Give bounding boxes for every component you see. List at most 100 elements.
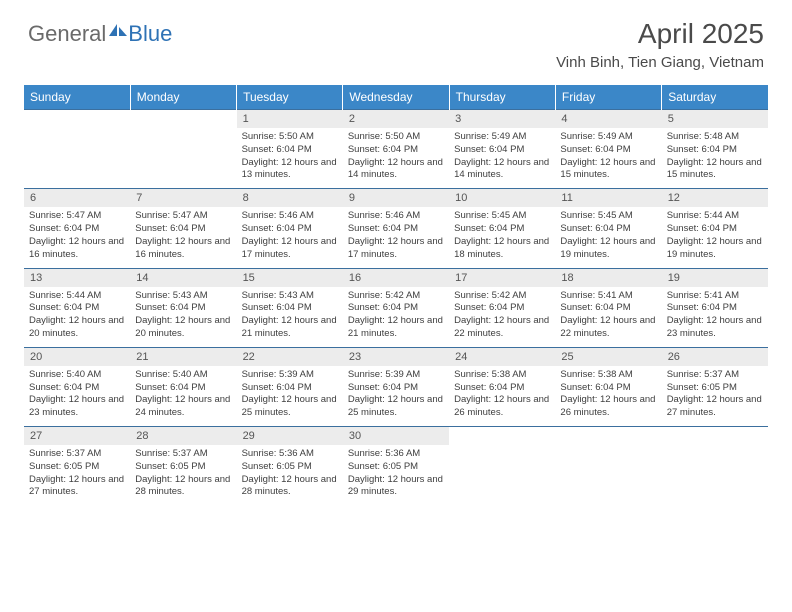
sunset-text: Sunset: 6:04 PM — [348, 144, 444, 157]
daylight-text: Daylight: 12 hours and 17 minutes. — [348, 236, 444, 262]
day-cell: 11Sunrise: 5:45 AMSunset: 6:04 PMDayligh… — [555, 189, 661, 268]
sunset-text: Sunset: 6:04 PM — [454, 144, 550, 157]
sunset-text: Sunset: 6:04 PM — [454, 302, 550, 315]
sunset-text: Sunset: 6:04 PM — [29, 382, 125, 395]
sunset-text: Sunset: 6:04 PM — [242, 302, 338, 315]
daylight-text: Daylight: 12 hours and 17 minutes. — [242, 236, 338, 262]
day-number: 14 — [130, 269, 236, 287]
daylight-text: Daylight: 12 hours and 25 minutes. — [348, 394, 444, 420]
day-body: Sunrise: 5:45 AMSunset: 6:04 PMDaylight:… — [449, 207, 555, 267]
day-cell: 1Sunrise: 5:50 AMSunset: 6:04 PMDaylight… — [237, 110, 343, 189]
day-cell: 25Sunrise: 5:38 AMSunset: 6:04 PMDayligh… — [555, 347, 661, 426]
day-body: Sunrise: 5:47 AMSunset: 6:04 PMDaylight:… — [24, 207, 130, 267]
sunset-text: Sunset: 6:04 PM — [454, 382, 550, 395]
sunrise-text: Sunrise: 5:48 AM — [667, 131, 763, 144]
day-cell — [24, 110, 130, 189]
location-subtitle: Vinh Binh, Tien Giang, Vietnam — [556, 54, 764, 71]
day-cell — [449, 427, 555, 506]
daylight-text: Daylight: 12 hours and 24 minutes. — [135, 394, 231, 420]
day-number: 15 — [237, 269, 343, 287]
sunrise-text: Sunrise: 5:50 AM — [348, 131, 444, 144]
day-body: Sunrise: 5:37 AMSunset: 6:05 PMDaylight:… — [662, 366, 768, 426]
day-body: Sunrise: 5:46 AMSunset: 6:04 PMDaylight:… — [237, 207, 343, 267]
day-body — [24, 116, 130, 174]
day-body: Sunrise: 5:40 AMSunset: 6:04 PMDaylight:… — [24, 366, 130, 426]
day-number: 18 — [555, 269, 661, 287]
sunset-text: Sunset: 6:04 PM — [135, 382, 231, 395]
day-cell: 10Sunrise: 5:45 AMSunset: 6:04 PMDayligh… — [449, 189, 555, 268]
day-number: 20 — [24, 348, 130, 366]
col-header: Sunday — [24, 85, 130, 110]
sunrise-text: Sunrise: 5:39 AM — [348, 369, 444, 382]
day-number: 13 — [24, 269, 130, 287]
sunset-text: Sunset: 6:04 PM — [667, 223, 763, 236]
col-header: Thursday — [449, 85, 555, 110]
day-body: Sunrise: 5:42 AMSunset: 6:04 PMDaylight:… — [343, 287, 449, 347]
day-number: 10 — [449, 189, 555, 207]
day-number: 25 — [555, 348, 661, 366]
day-body — [555, 433, 661, 491]
day-number: 8 — [237, 189, 343, 207]
day-number: 28 — [130, 427, 236, 445]
daylight-text: Daylight: 12 hours and 16 minutes. — [135, 236, 231, 262]
day-cell: 6Sunrise: 5:47 AMSunset: 6:04 PMDaylight… — [24, 189, 130, 268]
day-header-row: Sunday Monday Tuesday Wednesday Thursday… — [24, 85, 768, 110]
sunrise-text: Sunrise: 5:42 AM — [454, 290, 550, 303]
day-body: Sunrise: 5:49 AMSunset: 6:04 PMDaylight:… — [555, 128, 661, 188]
day-body: Sunrise: 5:49 AMSunset: 6:04 PMDaylight:… — [449, 128, 555, 188]
day-cell: 15Sunrise: 5:43 AMSunset: 6:04 PMDayligh… — [237, 268, 343, 347]
sunrise-text: Sunrise: 5:39 AM — [242, 369, 338, 382]
sunrise-text: Sunrise: 5:41 AM — [667, 290, 763, 303]
day-number: 26 — [662, 348, 768, 366]
daylight-text: Daylight: 12 hours and 19 minutes. — [560, 236, 656, 262]
daylight-text: Daylight: 12 hours and 23 minutes. — [667, 315, 763, 341]
sunset-text: Sunset: 6:05 PM — [242, 461, 338, 474]
day-cell: 16Sunrise: 5:42 AMSunset: 6:04 PMDayligh… — [343, 268, 449, 347]
day-body: Sunrise: 5:50 AMSunset: 6:04 PMDaylight:… — [343, 128, 449, 188]
day-cell: 20Sunrise: 5:40 AMSunset: 6:04 PMDayligh… — [24, 347, 130, 426]
day-body: Sunrise: 5:36 AMSunset: 6:05 PMDaylight:… — [343, 445, 449, 505]
sunrise-text: Sunrise: 5:42 AM — [348, 290, 444, 303]
sunset-text: Sunset: 6:04 PM — [667, 302, 763, 315]
week-row: 20Sunrise: 5:40 AMSunset: 6:04 PMDayligh… — [24, 347, 768, 426]
daylight-text: Daylight: 12 hours and 26 minutes. — [454, 394, 550, 420]
day-body: Sunrise: 5:45 AMSunset: 6:04 PMDaylight:… — [555, 207, 661, 267]
sunset-text: Sunset: 6:04 PM — [560, 382, 656, 395]
sunset-text: Sunset: 6:04 PM — [560, 223, 656, 236]
daylight-text: Daylight: 12 hours and 28 minutes. — [242, 474, 338, 500]
day-body: Sunrise: 5:50 AMSunset: 6:04 PMDaylight:… — [237, 128, 343, 188]
calendar-table: Sunday Monday Tuesday Wednesday Thursday… — [24, 85, 768, 505]
daylight-text: Daylight: 12 hours and 29 minutes. — [348, 474, 444, 500]
day-body — [662, 433, 768, 491]
sunset-text: Sunset: 6:04 PM — [242, 382, 338, 395]
daylight-text: Daylight: 12 hours and 20 minutes. — [135, 315, 231, 341]
month-title: April 2025 — [556, 18, 764, 50]
sunset-text: Sunset: 6:04 PM — [348, 302, 444, 315]
sunset-text: Sunset: 6:04 PM — [560, 144, 656, 157]
sunrise-text: Sunrise: 5:47 AM — [29, 210, 125, 223]
day-body: Sunrise: 5:39 AMSunset: 6:04 PMDaylight:… — [343, 366, 449, 426]
sunset-text: Sunset: 6:04 PM — [242, 223, 338, 236]
sunset-text: Sunset: 6:04 PM — [348, 382, 444, 395]
day-body — [449, 433, 555, 491]
sunrise-text: Sunrise: 5:37 AM — [135, 448, 231, 461]
daylight-text: Daylight: 12 hours and 23 minutes. — [29, 394, 125, 420]
day-body: Sunrise: 5:43 AMSunset: 6:04 PMDaylight:… — [130, 287, 236, 347]
day-number: 1 — [237, 110, 343, 128]
day-number: 23 — [343, 348, 449, 366]
day-cell: 4Sunrise: 5:49 AMSunset: 6:04 PMDaylight… — [555, 110, 661, 189]
daylight-text: Daylight: 12 hours and 22 minutes. — [560, 315, 656, 341]
sunset-text: Sunset: 6:05 PM — [135, 461, 231, 474]
day-body: Sunrise: 5:46 AMSunset: 6:04 PMDaylight:… — [343, 207, 449, 267]
day-body: Sunrise: 5:43 AMSunset: 6:04 PMDaylight:… — [237, 287, 343, 347]
day-cell: 23Sunrise: 5:39 AMSunset: 6:04 PMDayligh… — [343, 347, 449, 426]
day-cell: 30Sunrise: 5:36 AMSunset: 6:05 PMDayligh… — [343, 427, 449, 506]
sunrise-text: Sunrise: 5:41 AM — [560, 290, 656, 303]
day-cell: 13Sunrise: 5:44 AMSunset: 6:04 PMDayligh… — [24, 268, 130, 347]
sunset-text: Sunset: 6:04 PM — [454, 223, 550, 236]
day-number: 29 — [237, 427, 343, 445]
page-header: General Blue April 2025 Vinh Binh, Tien … — [0, 0, 792, 79]
day-cell: 21Sunrise: 5:40 AMSunset: 6:04 PMDayligh… — [130, 347, 236, 426]
day-body: Sunrise: 5:41 AMSunset: 6:04 PMDaylight:… — [555, 287, 661, 347]
sunset-text: Sunset: 6:04 PM — [667, 144, 763, 157]
